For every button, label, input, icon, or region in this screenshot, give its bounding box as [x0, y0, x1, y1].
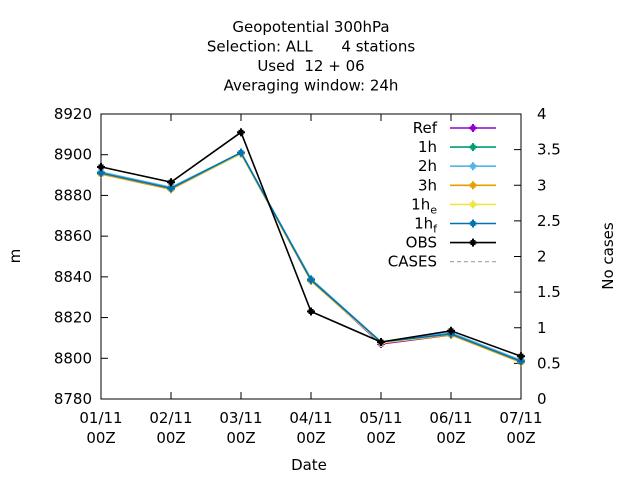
- series-lines: [97, 128, 525, 367]
- legend-label: Ref: [413, 119, 438, 137]
- x-tick-sublabel: 00Z: [436, 429, 465, 447]
- legend-marker: [469, 162, 477, 171]
- x-tick-sublabel: 00Z: [86, 429, 115, 447]
- title-line: Geopotential 300hPa: [232, 18, 389, 36]
- legend-marker: [469, 143, 477, 152]
- legend-label: CASES: [388, 253, 437, 271]
- series-line-0: [100, 151, 522, 363]
- x-tick-label: 03/11: [219, 409, 262, 427]
- legend-label: OBS: [406, 234, 437, 252]
- y-tick-label: 8800: [54, 349, 92, 367]
- y-tick-label: 8820: [54, 309, 92, 327]
- data-point: [447, 326, 455, 335]
- y-tick-label: 8860: [54, 227, 92, 245]
- y2-tick-label: 0.5: [537, 354, 561, 372]
- legend-marker: [469, 200, 477, 209]
- x-tick-sublabel: 00Z: [156, 429, 185, 447]
- y2-tick-label: 1: [537, 319, 547, 337]
- axes: 8780 8800 8820 8840 8860 8880 8900 8920 0 0.5 1 1.5…: [54, 105, 561, 447]
- data-point: [307, 275, 315, 284]
- legend-label: 2h: [418, 157, 437, 175]
- data-point: [167, 178, 175, 187]
- legend-label: 1hf: [414, 215, 438, 236]
- x-tick-label: 04/11: [289, 409, 332, 427]
- legend-label: 3h: [418, 176, 437, 194]
- y2-tick-label: 4: [537, 105, 547, 123]
- series-line-2: [100, 151, 522, 362]
- x-tick-label: 06/11: [429, 409, 472, 427]
- data-point: [97, 162, 105, 171]
- chart-title: Geopotential 300hPa Selection: ALL 4 stat…: [207, 18, 415, 95]
- data-point: [377, 338, 385, 346]
- x-tick-label: 05/11: [359, 409, 402, 427]
- y-tick-label: 8840: [54, 268, 92, 286]
- x-tick-sublabel: 00Z: [296, 429, 325, 447]
- data-point: [307, 307, 315, 316]
- x-tick-label: 02/11: [149, 409, 192, 427]
- title-line: Averaging window: 24h: [224, 77, 399, 95]
- y2-axis-label: No cases: [599, 222, 617, 290]
- y2-tick-label: 1.5: [537, 283, 561, 301]
- legend-label: 1h: [418, 138, 437, 156]
- y-tick-label: 8900: [54, 146, 92, 164]
- legend-marker: [469, 124, 477, 132]
- y2-tick-label: 2.5: [537, 212, 561, 230]
- legend-marker: [469, 181, 477, 190]
- data-point: [237, 128, 245, 137]
- y2-tick-label: 0: [537, 390, 547, 408]
- x-tick-label: 01/11: [79, 409, 122, 427]
- legend-marker: [469, 238, 477, 247]
- title-line: Used 12 + 06: [257, 57, 364, 75]
- x-tick-label: 07/11: [499, 409, 542, 427]
- legend-marker: [469, 219, 477, 228]
- y2-tick-label: 3: [537, 176, 547, 194]
- data-point: [517, 352, 525, 361]
- x-tick-sublabel: 00Z: [366, 429, 395, 447]
- legend-label: 1he: [411, 195, 437, 216]
- y-tick-label: 8880: [54, 186, 92, 204]
- plot-frame: [100, 113, 522, 400]
- x-tick-sublabel: 00Z: [506, 429, 535, 447]
- y2-tick-label: 2: [537, 248, 547, 266]
- series-line-5: [100, 151, 522, 363]
- y-axis-label: m: [6, 249, 24, 264]
- x-tick-sublabel: 00Z: [226, 429, 255, 447]
- data-point: [237, 148, 245, 157]
- y-tick-label: 8920: [54, 105, 92, 123]
- y-tick-label: 8780: [54, 390, 92, 408]
- x-axis-label: Date: [291, 456, 327, 474]
- y2-tick-label: 3.5: [537, 141, 561, 159]
- title-line: Selection: ALL 4 stations: [207, 38, 415, 56]
